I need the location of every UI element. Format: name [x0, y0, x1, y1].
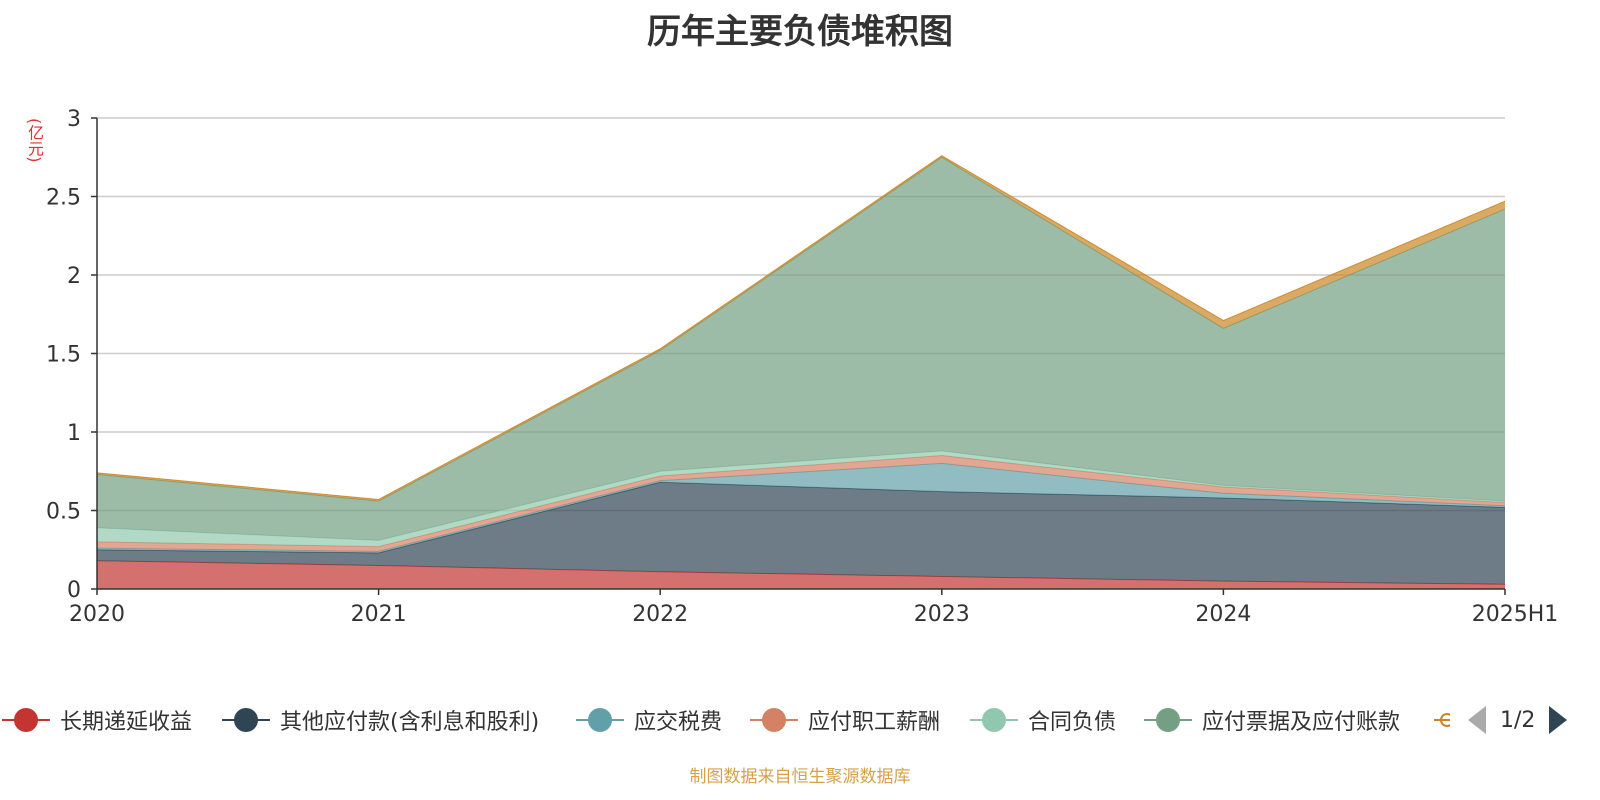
legend-marker-icon [1144, 708, 1192, 732]
chart-title: 历年主要负债堆积图 [647, 12, 953, 52]
y-tick-label: 0 [67, 578, 81, 603]
y-tick-label: 0.5 [46, 500, 81, 525]
legend-marker-icon [2, 708, 50, 732]
legend-item[interactable]: 长期递延收益 [2, 702, 192, 738]
legend-next-page-button[interactable] [1549, 706, 1568, 734]
chart-plot: 0 0.5 1 1.5 2 2.5 3 2020 2021 2022 2023 2024 2025H1 [46, 107, 1558, 627]
legend-item[interactable]: 其他应付款(含利息和股利) [222, 702, 539, 738]
legend-label: 应付职工薪酬 [808, 710, 941, 735]
data-source-note: 制图数据来自恒生聚源数据库 [689, 767, 911, 787]
area-series [96, 155, 1506, 589]
legend-marker-icon [1434, 713, 1450, 727]
legend-label: 应付票据及应付账款 [1202, 710, 1401, 735]
area-series-1[interactable] [97, 482, 1505, 585]
x-tick-label: 2025H1 [1472, 602, 1559, 627]
legend-item[interactable]: 合同负债 [970, 702, 1116, 738]
x-tick-label: 2023 [914, 602, 970, 627]
area-series-4[interactable] [97, 450, 1505, 547]
x-tick-label: 2021 [351, 602, 407, 627]
legend-label: 应交税费 [634, 710, 723, 735]
legend-marker-icon [576, 708, 624, 732]
y-tick-label: 2.5 [46, 186, 81, 211]
series-line-6 [96, 155, 1506, 501]
y-tick-label: 2 [67, 264, 81, 289]
legend-page-indicator: 1/2 [1500, 707, 1536, 733]
axes: 0 0.5 1 1.5 2 2.5 3 2020 2021 2022 2023 2024 2025H1 [46, 107, 1558, 627]
x-tick-label: 2022 [632, 602, 688, 627]
legend-label: 长期递延收益 [60, 710, 193, 735]
legend-marker-icon [970, 708, 1018, 732]
legend-marker-icon [750, 708, 798, 732]
legend-item[interactable]: 应付职工薪酬 [750, 702, 940, 738]
area-series-2[interactable] [97, 463, 1505, 553]
area-series-0[interactable] [97, 560, 1505, 589]
legend-marker-icon [222, 708, 270, 732]
legend-item[interactable]: 应付票据及应付账款 [1144, 702, 1400, 738]
legend-pager: 1/2 [1468, 702, 1568, 738]
area-series-5[interactable] [97, 157, 1505, 541]
legend-label: 其他应付款(含利息和股利) [280, 710, 540, 735]
area-series-6[interactable] [97, 155, 1505, 502]
legend-label: 合同负债 [1028, 710, 1117, 735]
y-tick-label: 1.5 [46, 343, 81, 368]
y-tick-label: 1 [67, 421, 81, 446]
y-axis-unit-label: (亿元) [25, 118, 44, 163]
y-tick-label: 3 [67, 107, 81, 132]
series-line-3 [96, 455, 1506, 548]
legend: 长期递延收益 其他应付款(含利息和股利) 应交税费 应付职工薪酬 合同负债 应付票据及应付… [0, 702, 1600, 738]
legend-prev-page-button[interactable] [1468, 706, 1486, 734]
x-tick-label: 2020 [69, 602, 125, 627]
series-line-4 [96, 450, 1506, 541]
legend-item[interactable]: 应交税费 [576, 702, 722, 738]
x-tick-label: 2024 [1195, 602, 1251, 627]
